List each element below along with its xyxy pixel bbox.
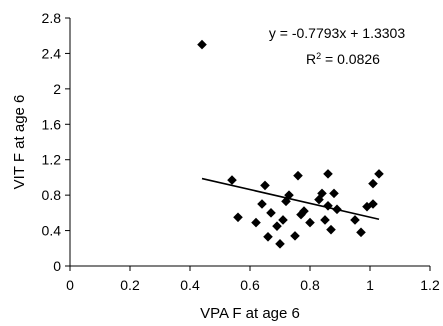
x-tick-label: 0 [66,277,74,293]
data-point [251,217,261,228]
x-ticks: 0 0.2 0.4 0.6 0.8 1 1.2 [66,266,440,293]
trendline [201,177,380,221]
data-point [299,206,309,216]
data-point [275,239,285,249]
data-point [374,169,384,179]
y-tick-label: 1.2 [42,152,62,168]
data-point [362,201,372,212]
y-tick-label: 0.8 [42,187,62,203]
data-point [320,215,330,225]
trendline-equation: y = -0.7793x + 1.3303 [269,25,405,41]
data-point [350,215,360,225]
data-point [305,217,315,228]
y-tick-label: 2.4 [42,45,62,61]
data-point [272,221,282,231]
data-point [227,175,237,185]
x-tick-label: 0.4 [180,277,200,293]
y-ticks: 0 0.4 0.8 1.2 1.6 2 2.4 2.8 [42,10,70,274]
y-axis-label: VIT F at age 6 [11,95,28,190]
data-point [197,39,207,50]
data-point [284,190,294,200]
r-squared-exponent: 2 [316,51,321,61]
data-point [260,180,270,191]
y-tick-label: 0.4 [42,223,62,239]
data-point [356,227,366,238]
data-point [314,194,324,205]
data-point [368,199,378,209]
data-point [263,231,273,242]
data-point [233,212,243,223]
y-tick-label: 0 [53,258,61,274]
data-point [323,169,333,179]
data-point [290,231,300,241]
data-point [293,170,303,181]
data-point [329,188,339,199]
y-tick-label: 2.8 [42,10,62,26]
data-point [266,208,276,218]
x-tick-label: 0.2 [120,277,140,293]
data-point [368,178,378,189]
x-tick-label: 0.6 [240,277,260,293]
x-tick-label: 1 [366,277,374,293]
r-squared-value: = 0.0826 [321,51,380,67]
data-point [332,204,342,215]
x-tick-label: 0.8 [300,277,320,293]
r-squared-prefix: R [306,51,316,67]
data-point [326,224,336,235]
x-axis-label: VPA F at age 6 [200,305,300,322]
data-point [323,200,333,211]
data-point [317,188,327,199]
y-tick-label: 2 [53,81,61,97]
data-point [257,199,267,209]
r-squared-label: R2 = 0.0826 [306,51,380,67]
x-tick-label: 1.2 [420,277,440,293]
data-point [278,215,288,225]
data-points [197,39,384,249]
trendline-group [201,177,380,221]
y-tick-label: 1.6 [42,116,62,132]
